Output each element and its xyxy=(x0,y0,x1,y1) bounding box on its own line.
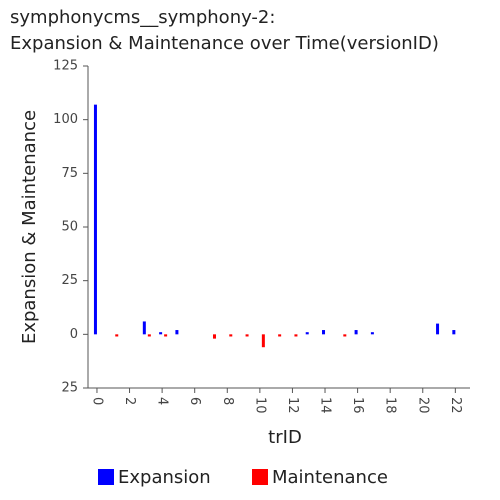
legend-swatch xyxy=(98,469,114,485)
x-tick-label: 18 xyxy=(383,397,398,414)
x-tick-label: 20 xyxy=(415,397,430,414)
x-tick-label: 4 xyxy=(155,397,170,405)
bar xyxy=(322,330,326,335)
x-tick-label: 6 xyxy=(187,397,202,405)
bar xyxy=(370,332,374,335)
bar xyxy=(452,330,456,335)
y-tick-label: 100 xyxy=(53,112,78,127)
bar xyxy=(147,334,151,337)
y-tick-label: 75 xyxy=(61,166,78,181)
chart-title: Expansion & Maintenance over Time(versio… xyxy=(10,33,439,54)
bar xyxy=(142,321,146,335)
bar xyxy=(164,334,168,337)
bar xyxy=(175,330,179,335)
bar xyxy=(436,323,440,335)
bar xyxy=(115,334,119,337)
x-tick-label: 8 xyxy=(220,397,235,405)
x-tick-label: 10 xyxy=(252,397,267,414)
chart-title: symphonycms__symphony-2: xyxy=(10,7,275,28)
legend-label: Maintenance xyxy=(272,467,388,488)
legend-swatch xyxy=(252,469,268,485)
bar xyxy=(294,334,298,337)
bar xyxy=(261,334,265,348)
bar xyxy=(343,334,347,337)
y-tick-label: 50 xyxy=(61,220,78,235)
bar xyxy=(159,332,163,335)
legend-label: Expansion xyxy=(118,467,211,488)
bar xyxy=(354,330,358,335)
x-tick-label: 12 xyxy=(285,397,300,414)
y-tick-label: 25 xyxy=(61,381,78,396)
y-tick-label: 25 xyxy=(61,273,78,288)
y-tick-label: 0 xyxy=(70,327,78,342)
x-tick-label: 0 xyxy=(89,397,104,405)
x-axis-label: trID xyxy=(268,427,302,448)
bar xyxy=(229,334,233,337)
y-axis-label: Expansion & Maintenance xyxy=(19,110,40,344)
y-tick-label: 125 xyxy=(53,59,78,74)
bar xyxy=(93,104,97,335)
bar xyxy=(245,334,249,337)
x-tick-label: 14 xyxy=(318,397,333,414)
x-tick-label: 2 xyxy=(122,397,137,405)
x-tick-label: 22 xyxy=(448,397,463,414)
bar xyxy=(212,334,216,339)
x-tick-label: 16 xyxy=(350,397,365,414)
bar xyxy=(305,332,309,335)
bar xyxy=(278,334,282,337)
